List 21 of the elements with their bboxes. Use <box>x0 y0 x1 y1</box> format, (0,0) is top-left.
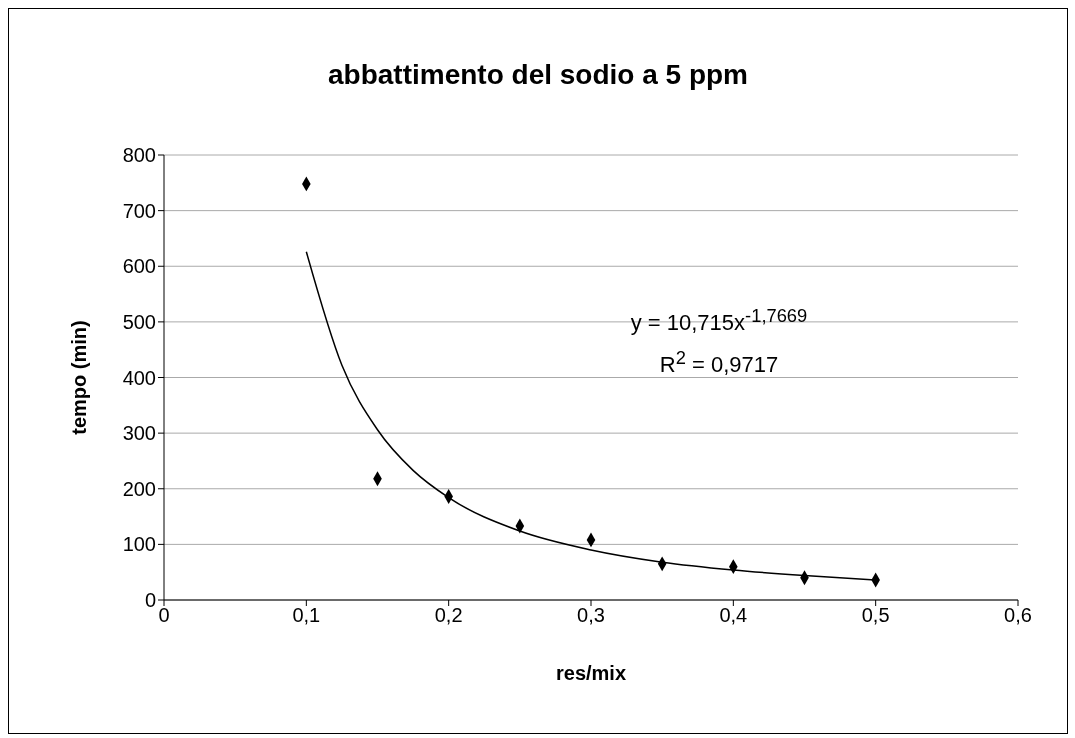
x-axis-title: res/mix <box>555 662 627 684</box>
x-tick-label: 0,3 <box>577 604 605 627</box>
x-tick-label: 0,4 <box>719 604 748 627</box>
annotation: y = 10,715x$^{-1,7669}$ <box>629 305 809 337</box>
x-tick-label: 0 <box>158 604 170 627</box>
x-tick-label: 0,6 <box>1004 604 1032 627</box>
y-tick-label: 300 <box>122 422 156 445</box>
y-tick-label: 200 <box>122 477 156 500</box>
x-tick-label: 0,2 <box>434 604 463 627</box>
x-tick-label: 0,1 <box>292 604 321 627</box>
y-tick-label: 700 <box>122 199 156 222</box>
y-tick-label: 100 <box>122 533 156 556</box>
y-tick-label: 800 <box>122 144 156 167</box>
y-tick-label: 500 <box>122 310 156 333</box>
y-axis-title: tempo (min) <box>68 320 91 435</box>
y-tick-label: 0 <box>144 589 156 612</box>
chart-title: abbattimento del sodio a 5 ppm <box>326 59 749 91</box>
y-tick-label: 600 <box>122 255 156 278</box>
y-tick-label: 400 <box>122 366 156 389</box>
annotation: R$^{2}$ = 0,9717 <box>658 347 780 379</box>
x-tick-label: 0,5 <box>861 604 890 627</box>
